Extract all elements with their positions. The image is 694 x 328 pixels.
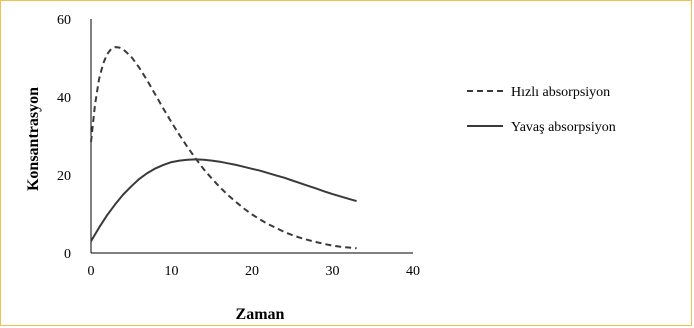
legend-label-yavas: Yavaş absorpsiyon: [511, 120, 616, 135]
y-tick-label: 60: [57, 13, 71, 28]
tick-labels: 0 10 20 30 40 0 20 40 60: [57, 13, 420, 279]
y-tick-label: 40: [57, 91, 71, 106]
legend-label-hizli: Hızlı absorpsiyon: [511, 85, 610, 100]
series-lines: [90, 46, 357, 250]
y-tick-label: 0: [64, 247, 71, 262]
x-axis-label: Zaman: [236, 306, 285, 323]
axes: [90, 19, 413, 254]
series-line-hizli: [90, 46, 357, 250]
x-tick-label: 10: [165, 264, 179, 279]
x-tick-label: 0: [88, 264, 95, 279]
series-line-yavas: [90, 158, 357, 242]
x-tick-label: 40: [406, 264, 420, 279]
legend: Hızlı absorpsiyon Yavaş absorpsiyon: [467, 85, 616, 135]
x-tick-label: 30: [326, 264, 340, 279]
x-tick-label: 20: [245, 264, 259, 279]
y-axis-label: Konsantrasyon: [25, 87, 42, 191]
y-tick-label: 20: [57, 169, 71, 184]
